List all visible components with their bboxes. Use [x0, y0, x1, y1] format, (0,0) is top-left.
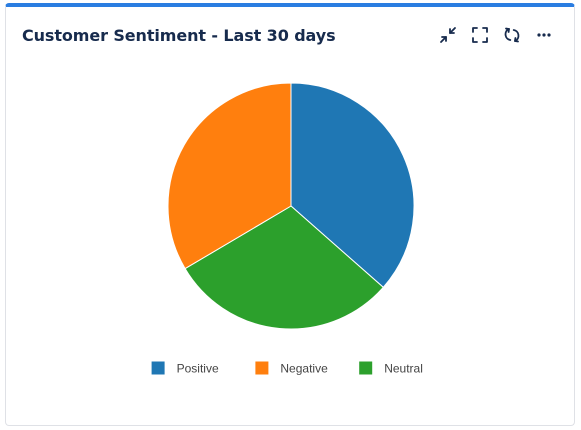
collapse-button[interactable]	[438, 25, 458, 45]
pie-slice-negative[interactable]	[167, 82, 292, 270]
refresh-icon	[504, 27, 520, 43]
legend-item-neutral[interactable]: Neutral	[359, 361, 423, 376]
legend-item-negative[interactable]: Negative	[255, 361, 328, 376]
widget-header: Customer Sentiment - Last 30 days	[6, 7, 574, 63]
pie-slice-neutral[interactable]	[184, 205, 384, 330]
legend-swatch	[151, 361, 165, 375]
legend-label: Neutral	[384, 362, 423, 376]
more-options-button[interactable]	[534, 25, 554, 45]
dashboard-widget-card: Customer Sentiment - Last 30 days	[5, 3, 575, 426]
ellipsis-icon	[537, 33, 551, 37]
legend-item-positive[interactable]: Positive	[151, 361, 219, 376]
widget-title: Customer Sentiment - Last 30 days	[22, 26, 336, 45]
legend-swatch	[359, 361, 373, 375]
legend-label: Positive	[177, 362, 219, 376]
legend-swatch	[255, 361, 269, 375]
collapse-arrows-icon	[440, 27, 456, 43]
pie-chart-area: Positive Negative Neutral	[6, 63, 574, 423]
pie-slice-positive[interactable]	[290, 82, 415, 289]
fullscreen-icon	[472, 27, 488, 43]
fullscreen-button[interactable]	[470, 25, 490, 45]
widget-toolbar	[438, 25, 554, 45]
legend-label: Negative	[280, 362, 328, 376]
pie-chart: Positive Negative Neutral	[151, 82, 423, 376]
refresh-button[interactable]	[502, 25, 522, 45]
